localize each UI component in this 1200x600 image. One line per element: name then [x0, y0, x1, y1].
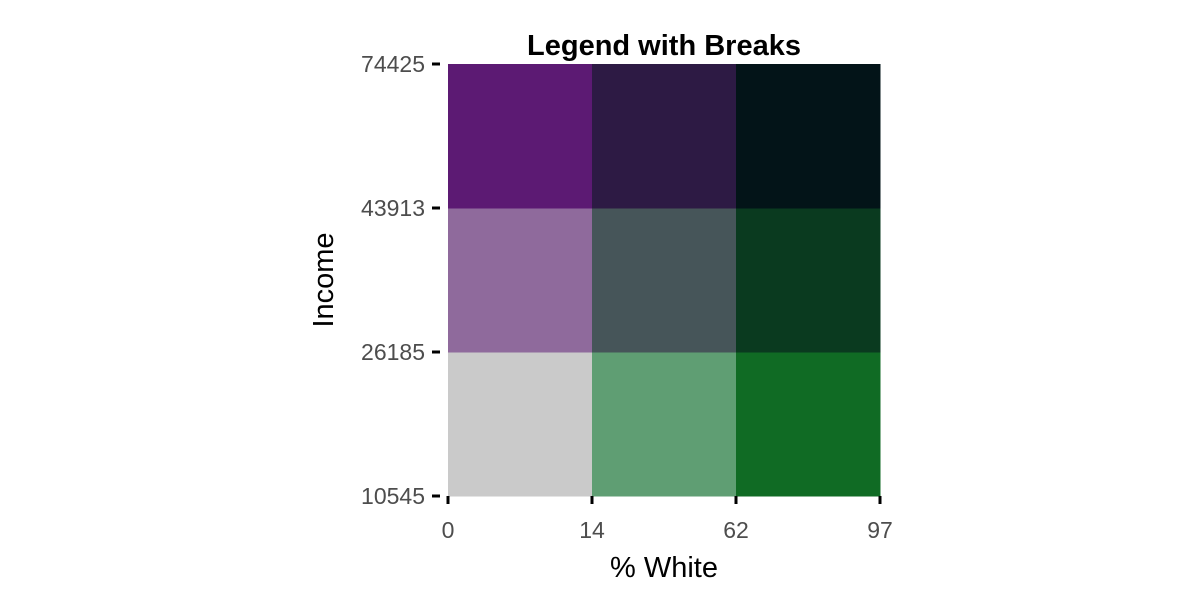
- y-tick-label: 43913: [361, 195, 425, 221]
- legend-cell-1-1: [592, 208, 737, 353]
- y-tick-label: 74425: [361, 51, 425, 77]
- legend-cell-1-2: [592, 64, 737, 209]
- legend-cell-1-0: [592, 352, 737, 497]
- y-axis-title: Income: [308, 232, 340, 327]
- y-tick-label: 10545: [361, 483, 425, 509]
- legend-cell-0-0: [448, 352, 593, 497]
- legend-cell-0-1: [448, 208, 593, 353]
- x-tick-label: 62: [723, 517, 749, 543]
- x-axis: 0 14 62 97: [442, 496, 893, 543]
- x-tick-label: 0: [442, 517, 455, 543]
- legend-cell-0-2: [448, 64, 593, 209]
- y-axis: 10545 26185 43913 74425: [361, 51, 440, 509]
- x-axis-title: % White: [610, 552, 718, 584]
- x-tick-label: 14: [579, 517, 605, 543]
- legend-cell-2-0: [736, 352, 881, 497]
- chart-title: Legend with Breaks: [527, 30, 801, 62]
- legend-cell-2-2: [736, 64, 881, 209]
- y-tick-label: 26185: [361, 339, 425, 365]
- x-tick-label: 97: [867, 517, 893, 543]
- legend-cell-2-1: [736, 208, 881, 353]
- legend-grid: [448, 64, 881, 497]
